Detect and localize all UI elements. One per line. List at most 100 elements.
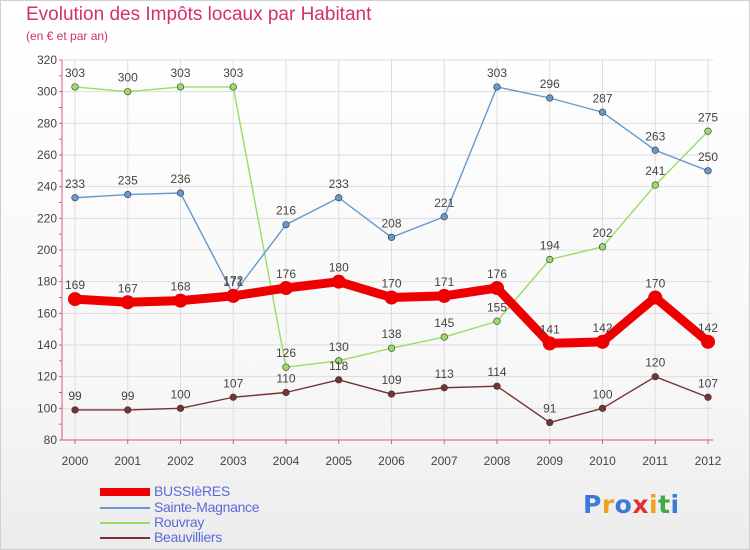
data-label-bussieres: 176: [276, 267, 296, 281]
data-label-rouvray: 303: [65, 66, 85, 80]
point-sainte_magnance: [493, 83, 501, 91]
logo-letter: t: [658, 490, 671, 519]
legend-item-rouvray[interactable]: Rouvray: [100, 514, 400, 531]
y-tick-label: 100: [37, 401, 57, 415]
point-rouvray: [704, 127, 712, 135]
y-tick-label: 320: [37, 53, 57, 67]
logo-letter: x: [632, 490, 649, 519]
data-label-sainte_magnance: 233: [65, 177, 85, 191]
data-label-beauvilliers: 99: [68, 389, 82, 403]
legend-swatch: [100, 537, 150, 539]
x-tick-label: 2010: [589, 454, 616, 468]
x-tick-label: 2004: [273, 454, 300, 468]
data-label-bussieres: 168: [170, 280, 190, 294]
point-bussieres: [437, 288, 452, 303]
y-tick-label: 200: [37, 243, 57, 257]
legend-item-sainte-magnance[interactable]: Sainte-Magnance: [100, 499, 400, 516]
point-beauvilliers: [335, 376, 343, 384]
legend-item-beauvilliers[interactable]: Beauvilliers: [100, 529, 400, 546]
point-beauvilliers: [546, 418, 554, 427]
point-bussieres: [648, 290, 663, 305]
point-beauvilliers: [176, 404, 185, 412]
data-label-bussieres: 170: [381, 277, 401, 291]
y-tick-label: 120: [37, 370, 57, 384]
data-label-sainte_magnance: 172: [223, 273, 243, 287]
data-label-sainte_magnance: 250: [698, 150, 718, 164]
data-label-rouvray: 194: [540, 239, 560, 253]
point-rouvray: [176, 83, 185, 91]
point-sainte_magnance: [282, 221, 290, 229]
data-label-beauvilliers: 118: [329, 359, 348, 373]
point-bussieres: [490, 281, 504, 295]
point-bussieres: [120, 295, 135, 310]
chart-title: Evolution des Impôts locaux par Habitant: [26, 4, 372, 25]
point-rouvray: [387, 344, 396, 352]
logo-letter: r: [601, 490, 615, 519]
x-tick-label: 2007: [431, 454, 458, 468]
y-tick-label: 220: [37, 211, 57, 225]
y-tick-label: 80: [44, 433, 58, 447]
data-label-beauvilliers: 120: [645, 356, 665, 370]
point-bussieres: [595, 334, 610, 349]
data-labels: 99 99 100 107 110 118 109 113 114 91 100 120 107 303 3…: [65, 66, 718, 416]
y-tick-label: 240: [37, 180, 57, 194]
point-beauvilliers: [282, 388, 290, 397]
point-beauvilliers: [598, 404, 607, 412]
point-sainte_magnance: [546, 94, 554, 102]
x-tick-label: 2000: [62, 454, 89, 468]
point-sainte_magnance: [651, 146, 659, 154]
data-label-bussieres: 180: [329, 261, 349, 275]
data-label-sainte_magnance: 263: [645, 129, 665, 143]
chart-subtitle: (en € et par an): [26, 29, 109, 43]
logo-letter: P: [583, 490, 602, 519]
legend-item-bussieres[interactable]: BUSSIèRES: [100, 483, 400, 500]
x-tick-label: 2005: [325, 454, 352, 468]
data-label-bussieres: 176: [487, 267, 507, 281]
legend-label: Sainte-Magnance: [154, 499, 260, 515]
data-label-beauvilliers: 107: [698, 376, 718, 390]
point-rouvray: [71, 83, 79, 91]
point-beauvilliers: [387, 390, 396, 398]
point-beauvilliers: [493, 382, 501, 390]
legend-swatch: [100, 522, 150, 524]
x-tick-label: 2011: [642, 454, 668, 468]
point-sainte_magnance: [440, 213, 448, 221]
legend-swatch: [100, 488, 150, 496]
logo-letter: o: [614, 490, 633, 519]
data-label-rouvray: 155: [487, 300, 507, 314]
y-tick-label: 280: [37, 116, 57, 130]
data-label-beauvilliers: 114: [487, 365, 506, 379]
point-rouvray: [493, 317, 501, 325]
data-label-rouvray: 303: [223, 66, 243, 80]
axes: 80 100 120 140 160 180 200 220 240 260 280 300 320 20…: [37, 53, 722, 468]
x-tick-label: 2008: [484, 454, 511, 468]
legend-label: Rouvray: [154, 514, 205, 530]
point-rouvray: [651, 181, 659, 189]
point-sainte_magnance: [387, 233, 396, 241]
data-label-beauvilliers: 109: [381, 373, 401, 387]
data-label-sainte_magnance: 296: [540, 77, 560, 91]
point-bussieres: [384, 290, 399, 305]
data-label-sainte_magnance: 233: [329, 177, 349, 191]
x-tick-label: 2009: [536, 454, 563, 468]
legend-swatch: [100, 507, 150, 509]
point-sainte_magnance: [176, 189, 185, 197]
point-rouvray: [598, 243, 607, 251]
point-rouvray: [124, 88, 132, 96]
point-sainte_magnance: [704, 167, 712, 175]
y-tick-label: 300: [37, 85, 57, 99]
point-sainte_magnance: [335, 194, 343, 202]
data-label-rouvray: 145: [434, 316, 454, 330]
point-beauvilliers: [440, 384, 448, 392]
data-label-rouvray: 300: [118, 71, 138, 85]
grid-lines: [62, 59, 713, 441]
data-label-bussieres: 171: [223, 275, 243, 289]
data-label-beauvilliers: 107: [223, 376, 243, 390]
logo-letter: i: [649, 490, 659, 519]
point-rouvray: [440, 333, 448, 341]
point-bussieres: [226, 288, 241, 303]
data-label-beauvilliers: 100: [170, 387, 190, 401]
point-beauvilliers: [651, 373, 659, 381]
data-label-bussieres: 142: [592, 321, 612, 335]
